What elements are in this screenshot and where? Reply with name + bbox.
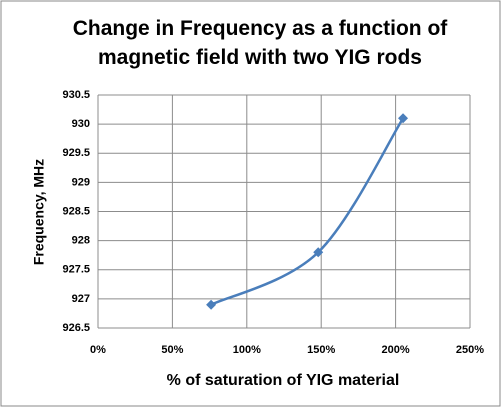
data-point [398,113,409,124]
y-tick-label: 928 [72,235,90,247]
chart-title: Change in Frequency as a function of mag… [72,17,448,69]
y-axis-label: Frequency, MHz [31,159,47,265]
y-tick-label: 928.5 [62,205,90,217]
x-tick-label: 200% [382,344,410,356]
y-tick-label: 930 [72,118,90,130]
y-tick-label: 927.5 [62,264,90,276]
data-point [206,299,217,310]
x-tick-label: 50% [161,344,183,356]
y-tick-label: 929 [72,176,90,188]
y-tick-label: 929.5 [62,147,90,159]
x-tick-label: 250% [456,344,484,356]
y-tick-label: 927 [72,293,90,305]
x-tick-label: 100% [233,344,261,356]
x-tick-label: 150% [307,344,335,356]
x-tick-label: 0% [90,344,106,356]
y-tick-label: 926.5 [62,322,90,334]
data-point [313,247,324,258]
y-tick-label: 930.5 [62,89,90,101]
x-axis-label: % of saturation of YIG material [167,372,400,389]
